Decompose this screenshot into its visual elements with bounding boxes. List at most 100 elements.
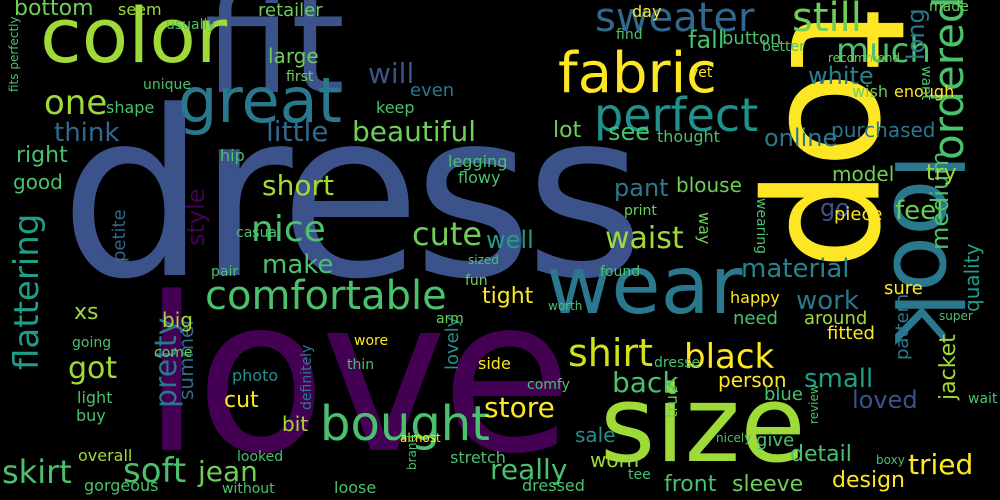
word-overall: overall — [78, 446, 133, 465]
word-definitely: definitely — [299, 344, 315, 410]
word-make: make — [262, 250, 334, 280]
word-try: try — [926, 161, 957, 186]
word-stretch: stretch — [450, 448, 506, 467]
word-think: think — [54, 118, 120, 148]
word-material: material — [741, 254, 850, 284]
word-cut: cut — [224, 388, 259, 413]
word-got: got — [68, 351, 118, 386]
word-design: design — [832, 468, 905, 493]
word-casual: casual — [236, 225, 281, 241]
word-white: white — [808, 62, 874, 90]
word-big: big — [162, 308, 193, 332]
word-color: color — [40, 0, 228, 80]
word-xs: xs — [74, 300, 99, 325]
word-online: online — [764, 124, 838, 152]
word-front: front — [664, 472, 717, 497]
word-black: black — [684, 337, 775, 377]
word-without: without — [222, 481, 275, 497]
word-tee: tee — [628, 467, 651, 483]
word-brand: brand — [405, 434, 419, 470]
word-beautiful: beautiful — [352, 115, 477, 148]
word-little: little — [266, 115, 329, 148]
word-fall: fall — [688, 26, 725, 54]
word-first: first — [286, 69, 314, 85]
word-wait: wait — [968, 391, 998, 407]
word-pant: pant — [614, 174, 669, 202]
word-almost: almost — [400, 431, 441, 445]
word-size: size — [600, 363, 806, 486]
word-happy: happy — [730, 288, 780, 307]
word-great: great — [178, 64, 342, 137]
word-legging: legging — [448, 152, 508, 171]
word-see: see — [608, 118, 651, 146]
word-feel: feel — [895, 196, 944, 226]
word-sweater: sweater — [595, 0, 755, 41]
word-much: much — [836, 31, 931, 71]
word-really: really — [490, 453, 568, 486]
word-recommend: recommend — [828, 51, 900, 65]
word-find: find — [616, 27, 643, 43]
word-bottom: bottom — [14, 0, 94, 21]
word-fit: fit — [204, 0, 346, 125]
word-person: person — [718, 368, 787, 392]
word-model: model — [832, 162, 895, 186]
word-sale: sale — [575, 423, 616, 447]
word-wore: wore — [354, 333, 389, 349]
word-enough: enough — [894, 82, 955, 101]
word-thought: thought — [657, 127, 720, 146]
word-bit: bit — [282, 412, 309, 436]
word-need: need — [733, 308, 778, 329]
word-shirt: shirt — [568, 331, 653, 375]
word-nicely: nicely — [716, 431, 752, 445]
word-jean: jean — [198, 455, 258, 488]
word-want: want — [918, 66, 934, 101]
word-day: day — [632, 2, 662, 21]
word-sleeve: sleeve — [732, 472, 804, 497]
word-worn: worn — [590, 448, 640, 472]
word-dressed: dressed — [522, 476, 585, 495]
word-keep: keep — [376, 98, 415, 117]
word-sized: sized — [468, 253, 499, 267]
word-store: store — [484, 391, 555, 424]
word-shape: shape — [106, 98, 155, 117]
word-back: back — [612, 366, 679, 399]
word-worth: worth — [548, 299, 583, 313]
word-dress: dress — [60, 63, 645, 330]
word-go: go — [820, 194, 850, 222]
word-photo: photo — [232, 366, 279, 385]
word-even: even — [410, 80, 455, 101]
word-arm: arm — [436, 311, 464, 327]
word-around: around — [804, 308, 868, 329]
word-blue: blue — [764, 384, 803, 405]
word-long: long — [902, 8, 930, 60]
word-come: come — [154, 345, 193, 361]
word-found: found — [600, 264, 641, 280]
word-lot: lot — [553, 118, 582, 143]
word-piece: piece — [834, 204, 883, 225]
word-gorgeous: gorgeous — [84, 476, 159, 495]
word-quality: quality — [960, 243, 984, 312]
word-give: give — [756, 430, 795, 451]
word-detail: detail — [790, 442, 852, 467]
word-fits-perfectly: fits perfectly — [7, 16, 21, 92]
word-retailer: retailer — [258, 0, 323, 21]
word-seem: seem — [118, 0, 162, 19]
word-fabric: fabric — [558, 41, 717, 106]
word-well: well — [486, 226, 534, 254]
word-wear: wear — [546, 239, 743, 332]
word-yet: yet — [690, 65, 713, 81]
word-review: review — [807, 384, 821, 424]
word-wish: wish — [852, 82, 889, 101]
word-dresse: dresse — [654, 355, 701, 371]
word-button: button — [722, 28, 782, 49]
word-loose: loose — [334, 478, 377, 497]
word-buy: buy — [76, 406, 106, 425]
word-skirt: skirt — [2, 453, 72, 491]
word-hip: hip — [220, 146, 245, 165]
word-small: small — [804, 364, 874, 394]
word-wearing: wearing — [753, 198, 769, 255]
word-light: light — [77, 388, 113, 407]
word-perfect: perfect — [594, 88, 759, 142]
word-comfy: comfy — [527, 377, 570, 393]
